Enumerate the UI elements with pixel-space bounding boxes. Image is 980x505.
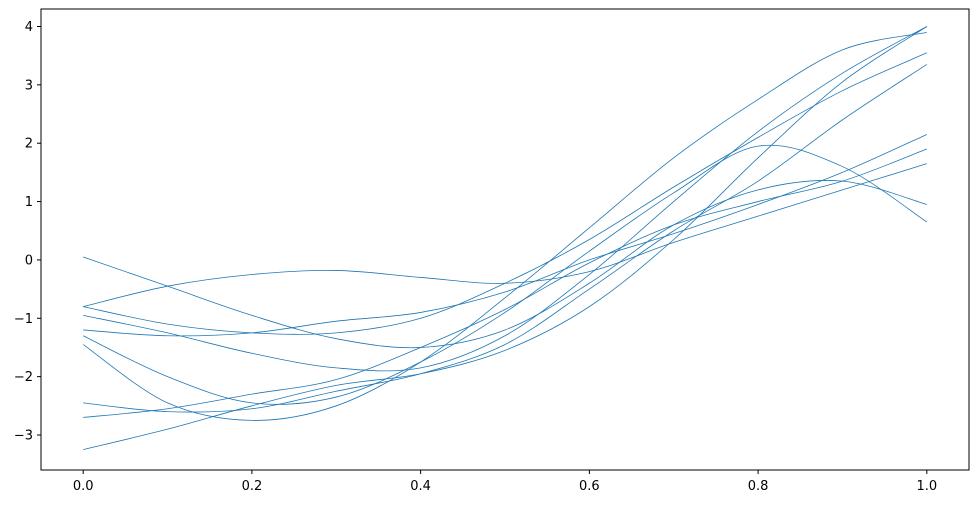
series-line-4 (83, 134, 927, 337)
plot-area-frame (40, 8, 970, 471)
x-tick-label: 0.2 (242, 479, 263, 494)
series-layer (82, 26, 928, 450)
series-line-1 (83, 180, 927, 349)
series-line-6 (83, 144, 928, 405)
x-tick-label: 0.0 (73, 479, 94, 494)
series-line-10 (83, 26, 928, 450)
x-tick-label: 1.0 (916, 479, 937, 494)
y-axis: −3 −2 −1 0 1 2 3 4 (14, 20, 41, 443)
x-tick-label: 0.8 (748, 479, 769, 494)
y-tick-label: 0 (25, 253, 33, 268)
x-tick-label: 0.4 (410, 479, 431, 494)
series-line-7 (82, 31, 927, 421)
y-tick-label: 1 (25, 195, 33, 210)
y-tick-label: 3 (25, 78, 33, 93)
series-line-5 (83, 26, 928, 372)
series-line-8 (83, 64, 928, 413)
series-line-2 (83, 163, 927, 307)
y-tick-label: 2 (25, 137, 33, 152)
y-tick-label: 4 (25, 20, 33, 35)
x-tick-label: 0.6 (579, 479, 600, 494)
y-tick-label: −1 (14, 312, 33, 327)
y-tick-label: −2 (14, 370, 33, 385)
x-axis: 0.0 0.2 0.4 0.6 0.8 1.0 (73, 470, 937, 494)
series-line-3 (83, 52, 927, 335)
y-tick-label: −3 (14, 428, 33, 443)
series-line-9 (83, 148, 927, 418)
